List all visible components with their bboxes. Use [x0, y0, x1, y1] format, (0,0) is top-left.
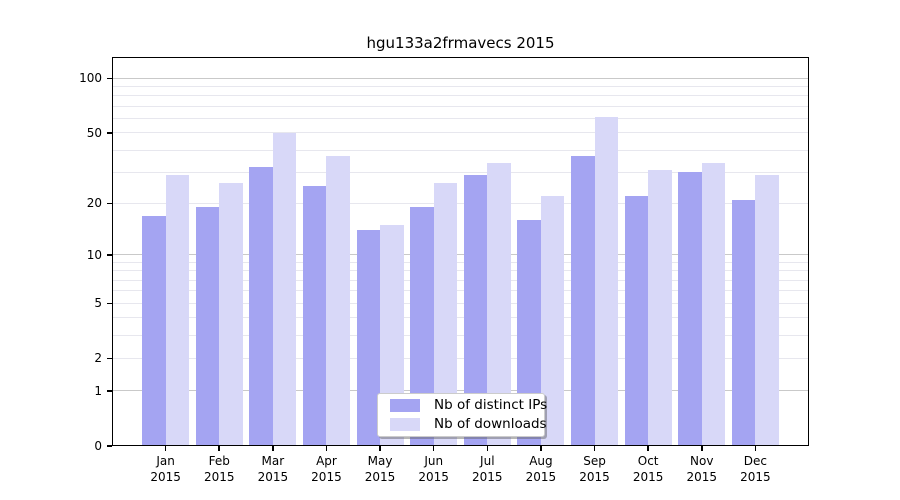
x-tick-label: Oct 2015	[632, 454, 664, 484]
minor-gridline	[112, 171, 809, 173]
y-tick-label: 20	[86, 196, 102, 211]
bar-downloads	[594, 117, 619, 446]
bar-downloads	[648, 169, 672, 446]
x-tick-mark	[647, 446, 649, 451]
legend-row-distinct-ips: Nb of distinct IPs	[390, 397, 548, 413]
legend-label-distinct-ips: Nb of distinct IPs	[434, 397, 548, 413]
bar-distinct-ips	[463, 175, 488, 446]
x-tick-label: Jul 2015	[472, 454, 503, 484]
bar-downloads	[540, 196, 565, 446]
legend-label-downloads: Nb of downloads	[434, 416, 547, 432]
bar-distinct-ips	[142, 215, 166, 446]
major-gridline	[112, 77, 809, 79]
y-tick-mark	[107, 132, 112, 134]
y-tick-mark	[107, 254, 112, 256]
minor-gridline	[112, 117, 809, 119]
minor-gridline	[112, 270, 809, 272]
x-tick-label: Apr 2015	[311, 454, 342, 484]
bar-downloads	[755, 175, 779, 446]
x-tick-label: Jan 2015	[150, 454, 181, 484]
major-gridline	[112, 390, 809, 392]
bar-distinct-ips	[517, 220, 541, 446]
minor-gridline	[112, 335, 809, 337]
minor-gridline	[112, 149, 809, 151]
minor-gridline	[112, 317, 809, 319]
y-tick-label: 2	[94, 351, 102, 366]
legend: Nb of distinct IPs Nb of downloads	[377, 393, 548, 437]
minor-gridline	[112, 202, 809, 204]
y-tick-label: 100	[79, 71, 102, 86]
x-tick-label: Jun 2015	[418, 454, 449, 484]
bar-distinct-ips	[302, 186, 327, 446]
bar-downloads	[701, 162, 726, 446]
chart-title: hgu133a2frmavecs 2015	[366, 34, 555, 52]
bar-downloads	[433, 183, 458, 446]
bar-downloads	[165, 175, 190, 446]
x-tick-label: Nov 2015	[686, 454, 718, 484]
y-tick-mark	[107, 445, 112, 447]
bar-downloads	[219, 183, 243, 446]
bar-distinct-ips	[731, 199, 756, 446]
x-tick-mark	[379, 446, 381, 451]
x-tick-mark	[593, 446, 596, 451]
minor-gridline	[112, 95, 809, 97]
x-tick-label: Aug 2015	[525, 454, 557, 484]
minor-gridline	[112, 357, 809, 359]
bar-distinct-ips	[678, 172, 702, 446]
minor-gridline	[112, 105, 809, 107]
bar-distinct-ips	[410, 207, 434, 446]
y-tick-label: 50	[86, 125, 102, 140]
y-tick-mark	[107, 77, 112, 80]
bar-downloads	[272, 132, 297, 446]
x-tick-mark	[432, 446, 435, 451]
x-tick-mark	[754, 446, 757, 451]
bar-distinct-ips	[624, 196, 649, 446]
bar-distinct-ips	[571, 156, 595, 446]
minor-gridline	[112, 302, 809, 304]
y-tick-mark	[107, 390, 112, 392]
plot-area	[112, 57, 809, 446]
x-tick-label: Dec 2015	[740, 454, 771, 484]
distinct-ips-swatch-icon	[390, 399, 420, 412]
x-tick-mark	[218, 446, 220, 451]
x-tick-label: May 2015	[364, 454, 396, 484]
minor-gridline	[112, 132, 809, 134]
x-tick-label: Sep 2015	[579, 454, 610, 484]
x-tick-mark	[272, 446, 274, 451]
bar-downloads	[380, 225, 404, 446]
x-tick-mark	[701, 446, 703, 451]
x-tick-mark	[486, 446, 489, 451]
y-tick-mark	[107, 302, 112, 304]
y-tick-label: 5	[94, 296, 102, 311]
bar-distinct-ips	[356, 230, 381, 446]
minor-gridline	[112, 279, 809, 281]
bar-distinct-ips	[195, 207, 220, 446]
y-tick-mark	[107, 202, 112, 205]
y-tick-label: 0	[94, 439, 102, 453]
y-tick-label: 10	[86, 247, 102, 262]
minor-gridline	[112, 86, 809, 88]
x-tick-mark	[540, 446, 542, 451]
bar-downloads	[326, 156, 350, 446]
downloads-swatch-icon	[390, 418, 420, 431]
y-tick-label: 1	[94, 383, 102, 398]
bar-downloads	[487, 162, 511, 446]
y-tick-mark	[107, 357, 112, 360]
x-tick-mark	[164, 446, 167, 451]
x-tick-label: Feb 2015	[203, 454, 235, 484]
x-tick-mark	[325, 446, 328, 451]
bar-distinct-ips	[249, 167, 273, 446]
major-gridline	[112, 254, 809, 256]
legend-row-downloads: Nb of downloads	[390, 416, 547, 432]
x-tick-label: Mar 2015	[257, 454, 289, 484]
minor-gridline	[112, 262, 809, 264]
minor-gridline	[112, 290, 809, 292]
